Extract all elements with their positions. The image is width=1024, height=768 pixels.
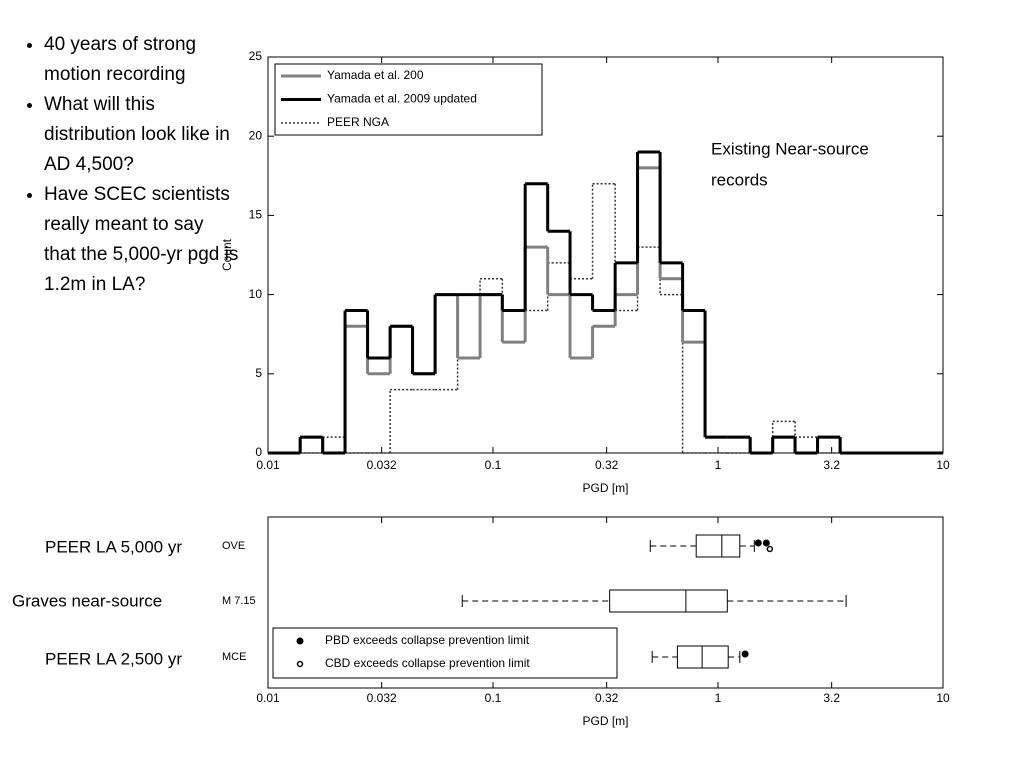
x-tick-label: 0.01 [256,691,280,705]
legend-label: PEER NGA [327,115,389,129]
annotation: records [711,170,768,189]
pbd-outlier [754,539,762,547]
x-axis-label: PGD [m] [582,481,628,495]
y-tick-label: 5 [255,366,262,380]
x-tick-label: 1 [715,691,722,705]
pbd-outlier [762,539,770,547]
x-tick-label: 0.32 [595,691,619,705]
cbd-outlier [766,545,774,553]
y-tick-label: 10 [249,287,263,301]
y-tick-label: 0 [255,445,262,459]
box [695,534,741,558]
y-tick-label: 20 [249,128,263,142]
row-caption: PEER LA 2,500 yr [45,649,182,668]
legend-marker [296,637,304,645]
x-tick-label: 3.2 [823,691,840,705]
bullet: Have SCEC scientists really meant to say… [44,180,239,300]
x-tick-label: 3.2 [823,458,840,472]
axes-frame [267,516,944,689]
annotation: Existing Near-source [711,139,869,158]
bullet-list: 40 years of strong motion recordingWhat … [18,30,239,300]
x-axis-label: PGD [m] [582,714,628,728]
bullet: 40 years of strong motion recording [44,30,239,90]
row-caption: Graves near-source [12,591,162,610]
box [609,589,728,613]
y-tick-label: 25 [249,49,263,63]
row-label: M 7.15 [222,595,256,607]
x-tick-label: 0.01 [256,458,280,472]
x-tick-label: 0.032 [367,458,397,472]
x-tick-label: 0.032 [367,691,397,705]
legend-label: PBD exceeds collapse prevention limit [325,633,530,647]
pbd-outlier [741,650,749,658]
box [676,645,729,669]
y-axis-label: Count [220,238,234,271]
legend-label: CBD exceeds collapse prevention limit [325,656,530,670]
x-tick-label: 0.32 [595,458,619,472]
x-tick-label: 0.1 [485,458,502,472]
row-label: MCE [222,651,246,663]
row-caption: PEER LA 5,000 yr [45,537,182,556]
x-tick-label: 0.1 [485,691,502,705]
legend-label: Yamada et al. 2009 updated [327,92,477,106]
row-label: OVE [222,540,245,552]
x-tick-label: 10 [936,691,950,705]
axes-frame [267,56,944,454]
y-tick-label: 15 [249,208,263,222]
legend-marker [296,660,304,668]
bullet: What will this distribution look like in… [44,90,239,180]
x-tick-label: 10 [936,458,950,472]
x-tick-label: 1 [715,458,722,472]
legend-box [272,627,618,679]
legend-label: Yamada et al. 200 [327,68,424,82]
